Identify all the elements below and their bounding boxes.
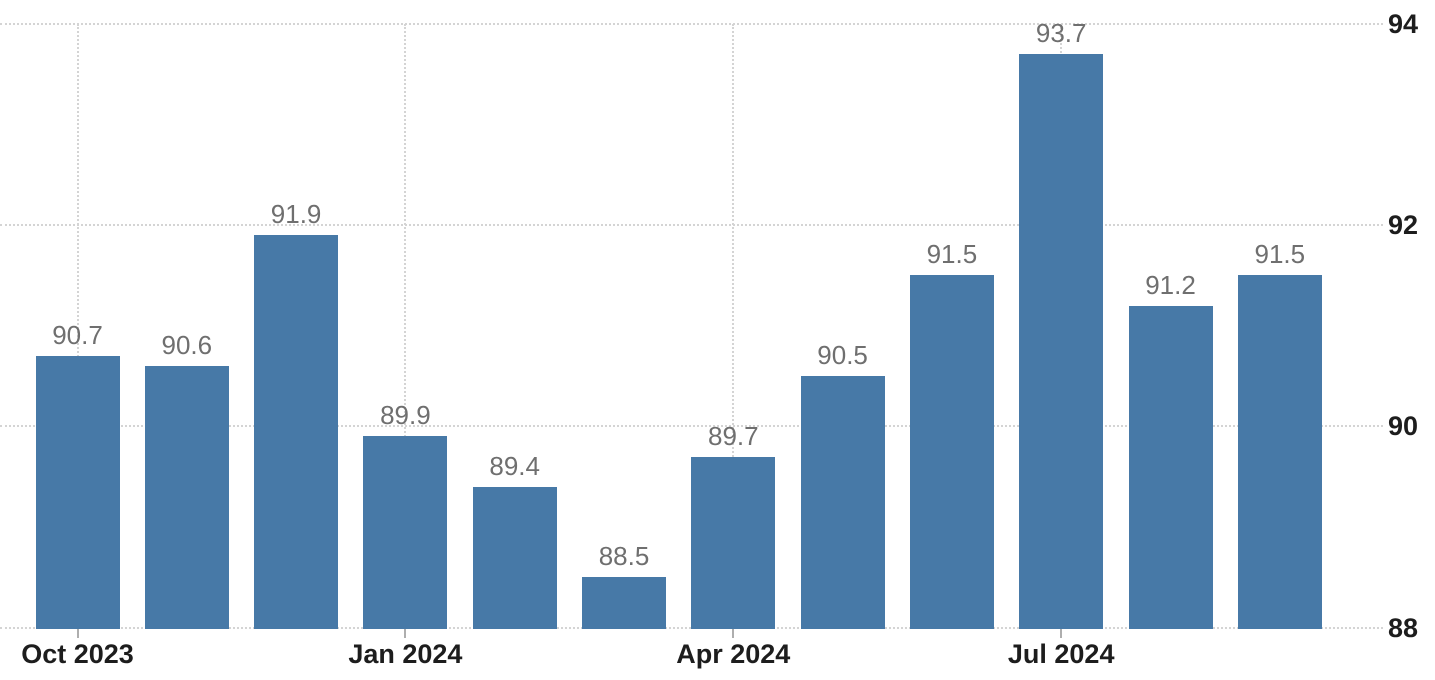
vertical-gridline [76, 24, 79, 628]
bar[interactable] [800, 376, 885, 630]
bar-value-label: 91.2 [1145, 269, 1196, 300]
horizontal-gridline [0, 23, 1383, 25]
bar-value-label: 90.6 [161, 329, 213, 360]
vertical-gridline [404, 24, 407, 628]
bar[interactable] [582, 577, 666, 630]
x-axis-tick-label: Apr 2024 [676, 638, 791, 669]
bar-value-label: 91.9 [270, 199, 322, 230]
bar[interactable] [1019, 54, 1104, 630]
horizontal-gridline [0, 224, 1383, 227]
bar-value-label: 88.5 [598, 541, 650, 572]
bar[interactable] [254, 235, 339, 630]
bar-value-label: 89.7 [707, 420, 759, 451]
x-axis-tick-label: Jul 2024 [1007, 638, 1115, 669]
x-axis-tick-mark [76, 628, 79, 638]
y-axis-tick-label: 92 [1388, 210, 1419, 241]
bar[interactable] [1128, 305, 1213, 630]
vertical-gridline [732, 24, 735, 628]
x-axis-tick-mark [732, 628, 735, 638]
x-axis-tick-mark [1060, 628, 1063, 638]
x-axis-tick-label: Jan 2024 [348, 638, 463, 669]
bar-value-label: 89.9 [380, 400, 431, 431]
bar-value-label: 93.7 [1035, 18, 1087, 49]
bar-value-label: 90.5 [817, 340, 868, 371]
bar-value-label: 89.4 [489, 450, 540, 481]
y-axis-tick-label: 88 [1388, 612, 1419, 643]
bar-value-label: 91.5 [926, 239, 978, 270]
bar[interactable] [909, 275, 994, 630]
bar[interactable] [1237, 275, 1322, 630]
y-axis-tick-label: 90 [1388, 411, 1419, 442]
bar[interactable] [472, 486, 557, 630]
y-axis-tick-label: 94 [1388, 9, 1419, 39]
bar-value-label: 90.7 [52, 319, 103, 350]
bar[interactable] [363, 436, 448, 630]
bar[interactable] [35, 355, 120, 630]
horizontal-gridline [0, 425, 1383, 428]
bar[interactable] [144, 365, 229, 630]
x-axis-tick-mark [404, 628, 407, 638]
x-axis-tick-label: Oct 2023 [21, 638, 134, 669]
bar[interactable] [691, 456, 776, 630]
bar-value-label: 91.5 [1254, 239, 1306, 270]
